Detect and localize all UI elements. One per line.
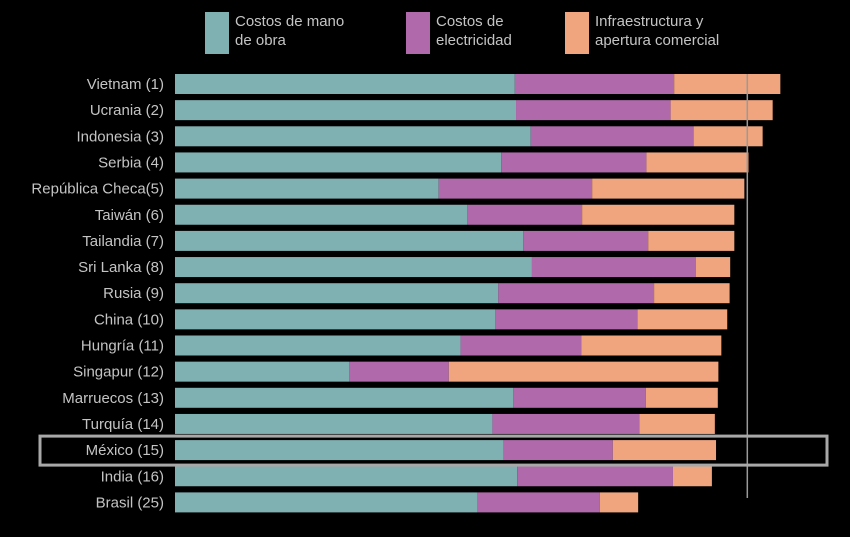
bar-segment-electricity <box>514 74 675 94</box>
category-label: Hungría (11) <box>81 338 164 355</box>
bar-segment-electricity <box>438 178 593 199</box>
bar-segment-labor <box>175 74 515 94</box>
category-label: Sri Lanka (8) <box>78 259 164 276</box>
legend-item-labor: Costos de mano de obra <box>205 12 345 54</box>
bar-segment-infrastructure <box>672 466 712 487</box>
bar-segment-electricity <box>467 204 583 225</box>
bar-segment-labor <box>175 100 517 121</box>
category-label: Indonesia (3) <box>76 128 164 145</box>
bar-segment-infrastructure <box>581 335 722 356</box>
bar-segment-labor <box>175 257 532 278</box>
bar-segment-labor <box>175 335 461 356</box>
bar-segment-electricity <box>513 387 646 408</box>
legend-swatch-electricity <box>406 12 430 54</box>
bar-segment-infrastructure <box>670 100 773 121</box>
bar-segment-labor <box>175 204 468 225</box>
bar-segment-electricity <box>516 100 671 121</box>
bar-segment-electricity <box>492 413 640 434</box>
category-label: India (16) <box>101 468 164 485</box>
bar-segment-infrastructure <box>693 126 763 147</box>
legend-item-electricity: Costos de electricidad <box>406 12 536 54</box>
category-label: Taiwán (6) <box>95 207 164 224</box>
bar-segment-electricity <box>495 309 638 330</box>
bar-segment-labor <box>175 466 518 487</box>
legend-swatch-labor <box>205 12 229 54</box>
legend-label-electricity: Costos de electricidad <box>436 13 512 49</box>
bar-segment-electricity <box>531 257 696 278</box>
bar-segment-electricity <box>530 126 694 147</box>
bar-segment-electricity <box>503 440 613 461</box>
category-label: República Checa(5) <box>31 181 164 198</box>
category-label: China (10) <box>94 311 164 328</box>
bar-segment-labor <box>175 413 493 434</box>
bar-segment-labor <box>175 440 504 461</box>
bar-segment-labor <box>175 309 496 330</box>
bar-segment-labor <box>175 178 439 199</box>
legend-swatch-infrastructure <box>565 12 589 54</box>
bar-segment-electricity <box>501 152 647 173</box>
bar-segment-infrastructure <box>674 74 781 94</box>
bar-segment-infrastructure <box>448 361 719 382</box>
category-label: Turquía (14) <box>82 416 164 433</box>
highlight-box <box>38 434 829 467</box>
bar-segment-electricity <box>498 283 655 304</box>
category-label: Brasil (25) <box>96 494 164 511</box>
bar-segment-labor <box>175 387 514 408</box>
category-label: Serbia (4) <box>98 154 164 171</box>
bar-segment-labor <box>175 283 499 304</box>
bar-segment-infrastructure <box>646 152 749 173</box>
bar-segment-electricity <box>460 335 582 356</box>
bar-segment-electricity <box>477 492 600 513</box>
bar-segment-infrastructure <box>654 283 730 304</box>
bar-segment-labor <box>175 492 478 513</box>
bar-segment-infrastructure <box>637 309 728 330</box>
bar-segment-infrastructure <box>645 387 718 408</box>
bar-segment-infrastructure <box>639 413 715 434</box>
bar-segment-labor <box>175 230 524 251</box>
category-label: México (15) <box>86 442 164 459</box>
category-label: Marruecos (13) <box>62 390 164 407</box>
bar-segment-electricity <box>349 361 449 382</box>
bar-segment-labor <box>175 126 531 147</box>
bar-segment-infrastructure <box>592 178 745 199</box>
bar-segment-electricity <box>517 466 673 487</box>
bar-segment-infrastructure <box>695 257 731 278</box>
bar-segment-infrastructure <box>612 440 717 461</box>
bar-segment-labor <box>175 361 350 382</box>
category-label: Tailandia (7) <box>82 233 164 250</box>
category-label: Rusia (9) <box>103 285 164 302</box>
bar-segment-electricity <box>523 230 649 251</box>
bar-segment-infrastructure <box>582 204 735 225</box>
category-label: Singapur (12) <box>73 364 164 381</box>
legend-label-labor: Costos de mano de obra <box>235 13 345 49</box>
legend-label-infrastructure: Infraestructura y apertura comercial <box>595 13 720 49</box>
category-label: Vietnam (1) <box>87 76 164 93</box>
bar-segment-infrastructure <box>599 492 639 513</box>
bar-segment-labor <box>175 152 502 173</box>
category-label: Ucrania (2) <box>90 102 164 119</box>
legend-item-infrastructure: Infraestructura y apertura comercial <box>565 12 760 54</box>
bar-segment-infrastructure <box>648 230 735 251</box>
